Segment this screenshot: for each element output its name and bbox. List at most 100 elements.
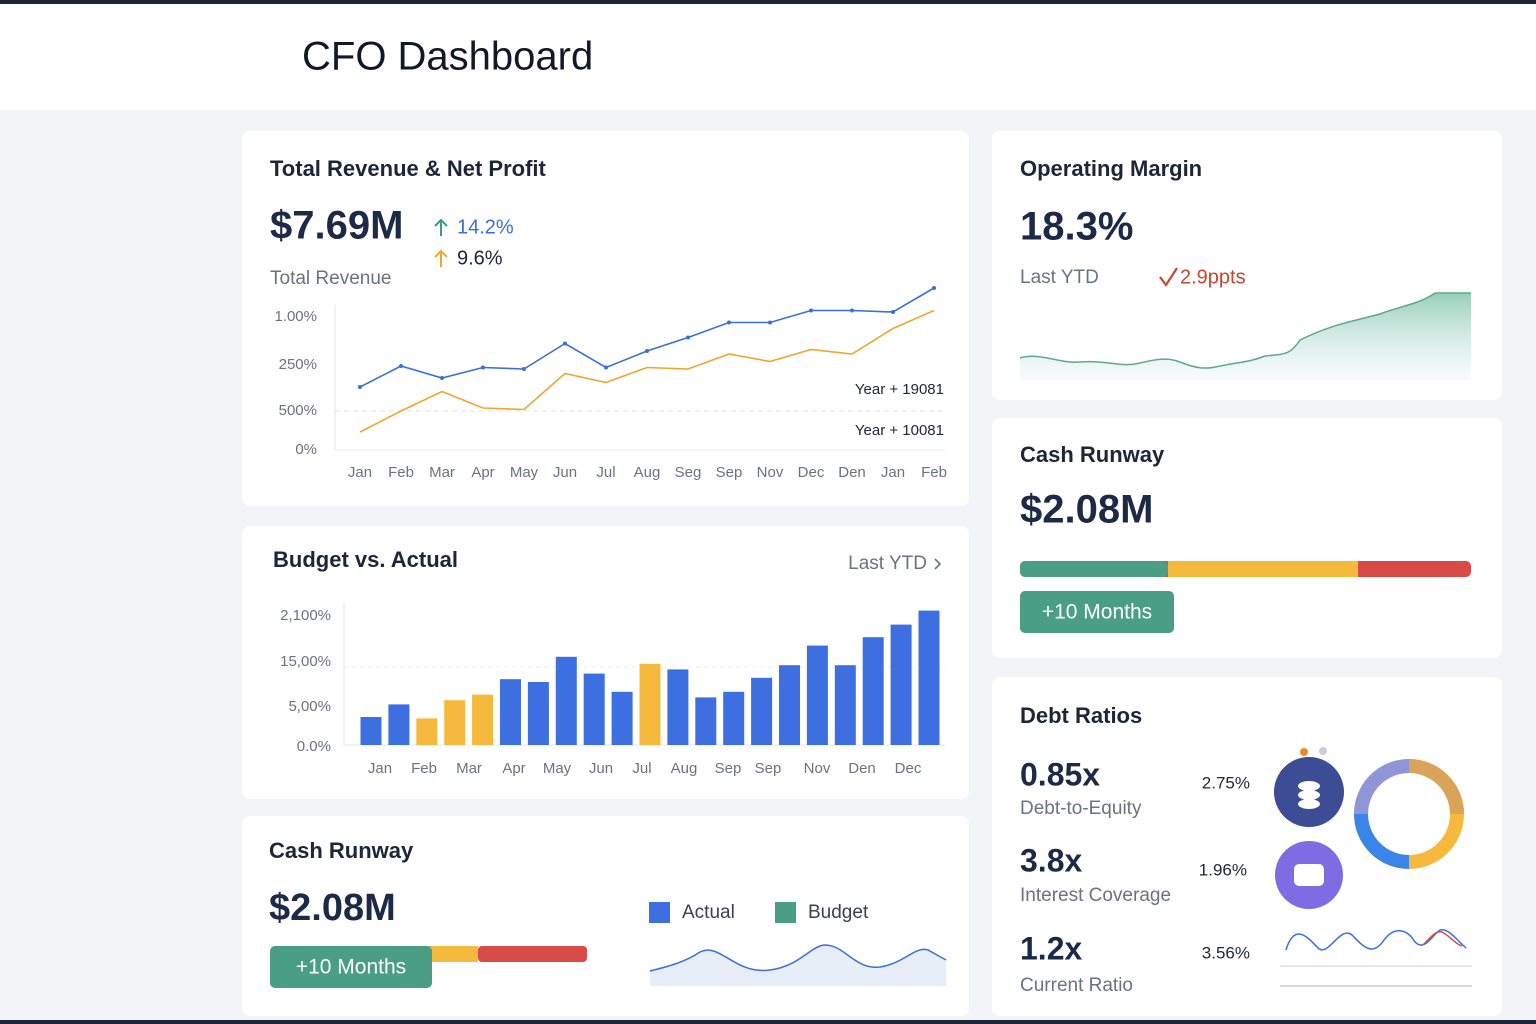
up-arrow-icon: [434, 218, 448, 236]
bar: [444, 700, 466, 745]
x-tick-label: Jan: [881, 464, 905, 481]
ratio-rate: 1.96%: [1199, 860, 1247, 879]
donut-segment: [1408, 759, 1464, 815]
x-tick-label: Sep: [755, 760, 782, 777]
area-chart: [1020, 293, 1471, 380]
x-tick-label: Feb: [921, 464, 947, 481]
bar: [834, 665, 856, 745]
database-glyph: [1294, 864, 1324, 886]
y-tick-label: 15,00%: [280, 653, 331, 670]
bar: [472, 694, 494, 745]
point: [727, 320, 731, 325]
point: [850, 308, 854, 313]
x-tick-label: Jan: [368, 760, 392, 777]
bar: [527, 682, 549, 745]
ratio-value: 3.8x: [1020, 842, 1082, 878]
bar: [611, 691, 633, 745]
x-tick-label: Mar: [456, 760, 482, 777]
ratio-value: 0.85x: [1020, 756, 1100, 792]
x-tick-label: Sep: [716, 464, 743, 481]
point: [399, 364, 403, 368]
ratio-rate: 2.75%: [1202, 773, 1250, 792]
x-tick-label: Apr: [502, 760, 525, 777]
dot: [1319, 747, 1327, 755]
bar: [360, 717, 382, 745]
point: [358, 385, 362, 389]
sparkline: [1285, 929, 1467, 951]
legend-label: Budget: [808, 902, 869, 923]
bar: [806, 645, 828, 745]
card-title: Total Revenue & Net Profit: [270, 156, 547, 181]
badge: [270, 946, 432, 988]
runway-segment: [1020, 561, 1168, 577]
point: [686, 335, 690, 340]
x-tick-label: Feb: [411, 760, 437, 777]
ratio-value: 1.2x: [1020, 930, 1082, 966]
x-tick-label: Jun: [553, 464, 577, 481]
card: [242, 131, 969, 506]
runway-segment: [478, 946, 587, 962]
period-link[interactable]: Last YTD: [848, 553, 927, 574]
runway-segment: [1168, 561, 1358, 577]
point: [932, 286, 936, 290]
y-tick-label: 1.00%: [274, 308, 317, 325]
x-tick-label: Feb: [388, 464, 414, 481]
x-tick-label: Nov: [757, 464, 784, 481]
bar: [723, 691, 745, 745]
change-value: 14.2%: [457, 216, 514, 238]
x-tick-label: Nov: [804, 760, 831, 777]
coins-glyph: [1298, 790, 1320, 800]
legend-swatch: [649, 902, 670, 923]
x-tick-label: Jul: [632, 760, 651, 777]
kpi-value: $7.69M: [270, 204, 403, 248]
sparkline-area: [650, 945, 946, 986]
donut-segment: [1354, 759, 1410, 815]
point: [522, 367, 526, 371]
bar: [751, 677, 773, 745]
ratio-label: Current Ratio: [1020, 975, 1133, 996]
x-tick-label: Jul: [596, 464, 615, 481]
page-title: CFO Dashboard: [302, 35, 593, 79]
line-series: [359, 309, 935, 433]
kpi-value: $2.08M: [269, 887, 396, 929]
x-tick-label: Jan: [348, 464, 372, 481]
card-title: Debt Ratios: [1020, 703, 1142, 728]
bar: [695, 697, 717, 745]
point: [440, 376, 444, 380]
period-label: Last YTD: [1020, 267, 1099, 288]
annotation: Year + 19081: [855, 381, 944, 398]
point: [891, 310, 895, 314]
y-tick-label: 2,100%: [280, 607, 331, 624]
bar: [918, 610, 940, 745]
x-tick-label: Dec: [798, 464, 825, 481]
x-tick-label: Aug: [671, 760, 698, 777]
x-tick-label: Jun: [589, 760, 613, 777]
y-tick-label: 250%: [279, 356, 317, 373]
bar: [388, 704, 410, 745]
card-title: Cash Runway: [1020, 442, 1165, 467]
x-tick-label: Den: [838, 464, 866, 481]
donut-segment: [1354, 813, 1410, 869]
x-tick-label: Aug: [634, 464, 661, 481]
badge: [1020, 591, 1174, 633]
card-title: Cash Runway: [269, 838, 414, 863]
bar: [583, 673, 605, 745]
header-bar: [0, 4, 1536, 110]
x-tick-label: Seg: [675, 464, 702, 481]
dot: [1300, 748, 1308, 756]
point: [604, 365, 608, 370]
bar: [639, 663, 661, 745]
badge-text: +10 Months: [1042, 601, 1152, 624]
point: [809, 308, 813, 313]
badge-text: +10 Months: [296, 956, 406, 979]
area-line: [1019, 292, 1471, 369]
y-tick-label: 5,00%: [288, 698, 331, 715]
bar: [555, 656, 577, 745]
bottom-border: [0, 1020, 1536, 1024]
card-title: Budget vs. Actual: [273, 547, 458, 572]
runway-segment: [420, 946, 478, 962]
card: [992, 677, 1502, 1016]
x-tick-label: Mar: [429, 464, 455, 481]
point: [481, 365, 485, 370]
